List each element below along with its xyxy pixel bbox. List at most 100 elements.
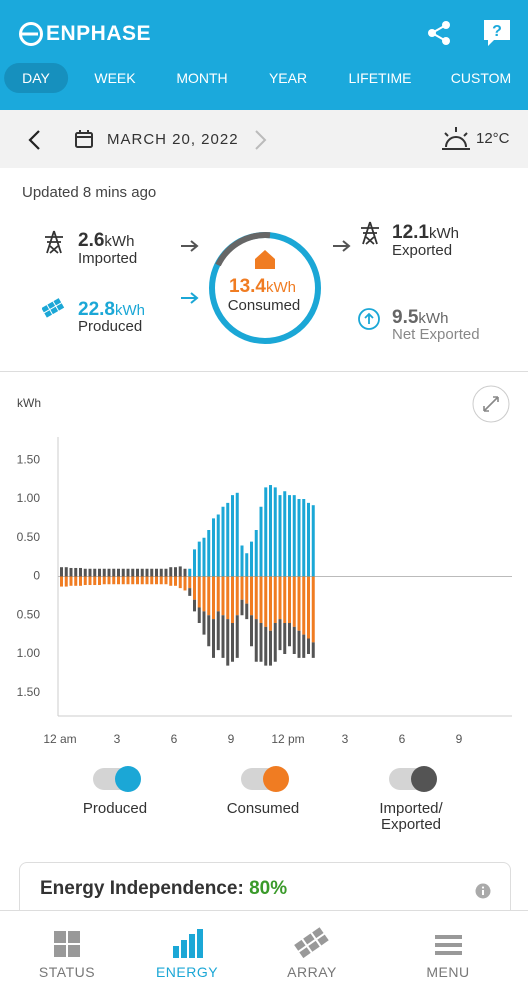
independence-label: Energy Independence: xyxy=(40,878,244,899)
x-tick-label: 6 xyxy=(399,732,406,746)
bar xyxy=(93,568,97,577)
bar xyxy=(197,576,201,608)
bar xyxy=(98,576,101,586)
bar xyxy=(221,576,225,616)
bar xyxy=(264,576,268,627)
bar xyxy=(117,568,120,577)
info-icon[interactable] xyxy=(475,883,491,899)
grid-tower-icon xyxy=(45,230,63,254)
bar xyxy=(140,576,144,585)
bar xyxy=(121,568,125,577)
legend-item[interactable]: Produced xyxy=(50,766,180,817)
bar xyxy=(88,576,92,586)
legend-swatch xyxy=(115,766,141,792)
produced-value: 22.8 xyxy=(78,299,115,320)
bar xyxy=(136,576,139,585)
legend-label: Produced xyxy=(82,800,148,817)
bar xyxy=(283,623,287,654)
y-tick-label: 0 xyxy=(33,569,40,583)
energy-icon xyxy=(173,929,203,958)
nav-icons xyxy=(54,927,462,959)
bar xyxy=(202,537,206,577)
legend-toggle[interactable] xyxy=(389,766,437,792)
bar xyxy=(150,576,154,585)
bar xyxy=(269,485,272,577)
share-button[interactable] xyxy=(426,20,452,46)
bar xyxy=(240,576,244,600)
bar xyxy=(150,568,154,577)
net-value-row: 9.5kWh xyxy=(392,307,448,329)
consumption-ring xyxy=(209,231,321,344)
bar xyxy=(297,499,301,577)
exported-unit: kWh xyxy=(428,225,459,242)
bar xyxy=(174,576,177,586)
bar xyxy=(88,568,92,577)
bar xyxy=(145,576,149,585)
bar xyxy=(278,576,282,620)
help-button[interactable]: ? xyxy=(482,18,512,48)
bar xyxy=(193,549,196,577)
bar xyxy=(107,568,111,577)
legend-toggle[interactable] xyxy=(93,766,141,792)
y-tick-label: 1.00 xyxy=(17,646,41,660)
bar xyxy=(155,568,158,577)
bar xyxy=(112,576,116,585)
bar xyxy=(216,514,220,577)
bar xyxy=(131,576,135,585)
x-tick-label: 9 xyxy=(228,732,235,746)
nav-label[interactable]: MENU xyxy=(426,964,470,980)
bar xyxy=(278,495,282,577)
tab[interactable]: DAY xyxy=(4,63,68,93)
nav-label[interactable]: ENERGY xyxy=(155,964,219,980)
consumed-unit: kWh xyxy=(265,279,296,296)
bar xyxy=(221,615,225,658)
bar xyxy=(231,623,234,662)
calendar-icon[interactable] xyxy=(74,129,94,149)
bar xyxy=(307,576,310,639)
legend-item[interactable]: Consumed xyxy=(198,766,328,817)
bar xyxy=(273,487,277,577)
legend-toggle[interactable] xyxy=(241,766,289,792)
bar xyxy=(164,576,168,585)
y-tick-label: 1.50 xyxy=(17,685,41,699)
bar xyxy=(107,576,111,585)
nav-label[interactable]: STATUS xyxy=(38,964,96,980)
bar xyxy=(69,576,73,586)
prev-day[interactable] xyxy=(27,129,43,151)
bar xyxy=(140,568,144,577)
bar xyxy=(264,487,268,577)
bar xyxy=(297,630,301,658)
nav-label[interactable]: ARRAY xyxy=(287,964,337,980)
x-tick-label: 12 pm xyxy=(271,732,304,746)
bar xyxy=(311,642,315,658)
bar xyxy=(60,567,63,577)
temperature: 12°C xyxy=(476,130,510,147)
next-day[interactable] xyxy=(252,129,268,151)
exported-label: Exported xyxy=(392,242,453,259)
tab[interactable]: MONTH xyxy=(176,70,228,86)
bar xyxy=(212,518,215,577)
bar xyxy=(79,567,82,577)
legend-item[interactable]: Imported/ Exported xyxy=(346,766,476,833)
independence-value: 80% xyxy=(249,878,288,899)
solar-icon xyxy=(42,298,65,318)
bar xyxy=(250,615,253,647)
bar xyxy=(250,541,253,577)
bar xyxy=(188,588,192,596)
bar xyxy=(240,599,244,616)
bar xyxy=(226,502,230,577)
date-label: MARCH 20, 2022 xyxy=(107,131,239,148)
tab[interactable]: CUSTOM xyxy=(450,70,512,86)
bar xyxy=(112,568,116,577)
exported-value: 12.1 xyxy=(392,222,429,243)
imported-label: Imported xyxy=(78,250,138,267)
bar xyxy=(178,566,182,577)
tab[interactable]: LIFETIME xyxy=(348,70,412,86)
bar xyxy=(93,576,97,586)
tab[interactable]: WEEK xyxy=(94,70,136,86)
bar xyxy=(145,568,149,577)
weather-icon xyxy=(442,127,470,150)
tab[interactable]: YEAR xyxy=(268,70,308,86)
bar xyxy=(254,530,258,577)
